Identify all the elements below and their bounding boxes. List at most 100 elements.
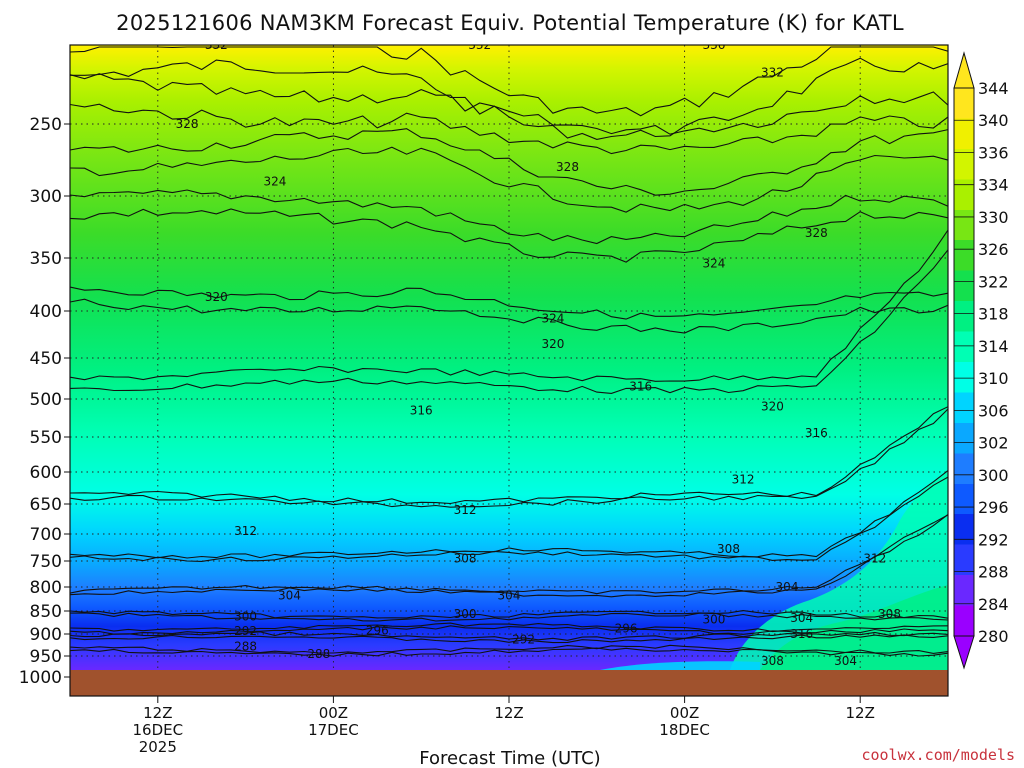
contour-label: 304 — [278, 589, 301, 603]
y-tick-label: 450 — [30, 349, 62, 369]
contour-label: 316 — [790, 627, 813, 641]
contour-label: 296 — [615, 622, 638, 636]
colorbar-tick-label: 280 — [978, 627, 1009, 646]
warm-patch — [600, 661, 760, 670]
y-tick-label: 600 — [30, 463, 62, 483]
contour-label: 300 — [454, 607, 477, 621]
x-axis-title: Forecast Time (UTC) — [419, 748, 600, 768]
contour-label: 308 — [761, 654, 784, 668]
y-tick-label: 400 — [30, 302, 62, 322]
colorbar-ticks: 344 340 336 334 330 326 322 318 314 310 306 302 300 2… — [954, 79, 1009, 646]
contour-line — [70, 625, 948, 635]
colorbar-tick-label: 330 — [978, 208, 1009, 227]
contour-label: 332 — [761, 66, 784, 80]
colorbar: 344 340 336 334 330 326 322 318 314 310 306 302 300 2… — [953, 51, 1009, 670]
credit-link[interactable]: coolwx.com/models — [861, 746, 1015, 764]
contour-label: 336 — [702, 38, 725, 52]
colorbar-tick-label: 322 — [978, 272, 1009, 291]
y-tick-label: 800 — [30, 578, 62, 598]
contour-line — [70, 208, 948, 263]
y-tick-label: 300 — [30, 187, 62, 207]
x-tick-label: 12Z — [846, 704, 875, 722]
y-tick-label: 550 — [30, 428, 62, 448]
contour-label: 328 — [556, 160, 579, 174]
y-tick-label: 700 — [30, 525, 62, 545]
contour-line — [70, 229, 948, 382]
contour-label: 292 — [512, 632, 535, 646]
colorbar-tick-label: 288 — [978, 563, 1009, 582]
contour-line — [70, 408, 948, 508]
contour-label: 328 — [176, 117, 199, 131]
contour-line — [70, 634, 948, 644]
contour-label: 304 — [790, 611, 813, 625]
contour-line — [70, 470, 948, 559]
colorbar-tick-label: 292 — [978, 530, 1009, 549]
y-tick-label: 750 — [30, 552, 62, 572]
contour-label: 324 — [263, 175, 286, 189]
contour-line — [70, 57, 948, 140]
contour-label: 304 — [498, 589, 521, 603]
colorbar-bottom-arrow — [953, 635, 975, 670]
ground-terrain — [70, 670, 948, 696]
x-tick-label: 16DEC — [133, 721, 184, 739]
y-tick-label: 900 — [30, 625, 62, 645]
colorbar-top-arrow — [953, 51, 975, 89]
contour-label: 316 — [805, 426, 828, 440]
colorbar-body — [953, 87, 975, 637]
contour-label: 328 — [805, 226, 828, 240]
colorbar-tick-label: 302 — [978, 434, 1009, 453]
contour-label: 296 — [366, 623, 389, 637]
contour-line — [70, 46, 948, 117]
colorbar-tick-label: 314 — [978, 337, 1009, 356]
contour-label: 320 — [761, 400, 784, 414]
contour-line — [70, 612, 948, 622]
contour-label: 304 — [834, 654, 857, 668]
y-tick-label: 1000 — [19, 668, 62, 688]
contour-line — [70, 610, 948, 619]
contour-labels: 332 332 336 332 328 328 324 328 324 320 324 320 316 3… — [176, 38, 901, 668]
colorbar-tick-label: 296 — [978, 498, 1009, 517]
y-tick-label: 500 — [30, 390, 62, 410]
colorbar-tick-label: 334 — [978, 176, 1009, 195]
theta-e-field — [70, 45, 948, 670]
y-tick-label: 950 — [30, 647, 62, 667]
contour-label: 312 — [454, 503, 477, 517]
contour-label: 316 — [629, 380, 652, 394]
y-tick-label: 650 — [30, 495, 62, 515]
contour-label: 304 — [776, 580, 799, 594]
contour-label: 288 — [234, 639, 257, 653]
contour-label: 332 — [468, 38, 491, 52]
contour-label: 308 — [878, 607, 901, 621]
contours — [70, 46, 948, 657]
contour-line — [70, 514, 948, 595]
contour-line — [70, 249, 948, 394]
colorbar-tick-label: 284 — [978, 595, 1009, 614]
contour-line — [70, 298, 948, 334]
contour-line — [70, 514, 948, 598]
colorbar-tick-label: 300 — [978, 466, 1009, 485]
contour-line — [70, 622, 948, 633]
contour-line — [70, 631, 948, 641]
colorbar-tick-label: 306 — [978, 401, 1009, 420]
contour-label: 288 — [307, 647, 330, 661]
contour-label: 312 — [234, 524, 257, 538]
plot-area: 332 332 336 332 328 328 324 328 324 320 324 320 316 3… — [70, 38, 948, 670]
colorbar-tick-label: 336 — [978, 143, 1009, 162]
y-tick-label: 350 — [30, 249, 62, 269]
contour-line — [70, 644, 948, 654]
contour-label: 308 — [454, 551, 477, 565]
x-tick-label: 17DEC — [308, 721, 359, 739]
x-tick-label: 18DEC — [659, 721, 710, 739]
contour-label: 320 — [205, 290, 228, 304]
colorbar-tick-label: 344 — [978, 79, 1009, 98]
colorbar-tick-label: 310 — [978, 369, 1009, 388]
contour-label: 292 — [234, 624, 257, 638]
y-tick-label: 850 — [30, 602, 62, 622]
x-tick-label: 12Z — [143, 704, 172, 722]
y-axis: 250 300 350 400 450 500 550 600 650 700 750 800 850 9… — [19, 115, 70, 688]
x-tick-label: 12Z — [494, 704, 523, 722]
contour-line — [70, 286, 948, 320]
x-tick-label: 00Z — [319, 704, 348, 722]
